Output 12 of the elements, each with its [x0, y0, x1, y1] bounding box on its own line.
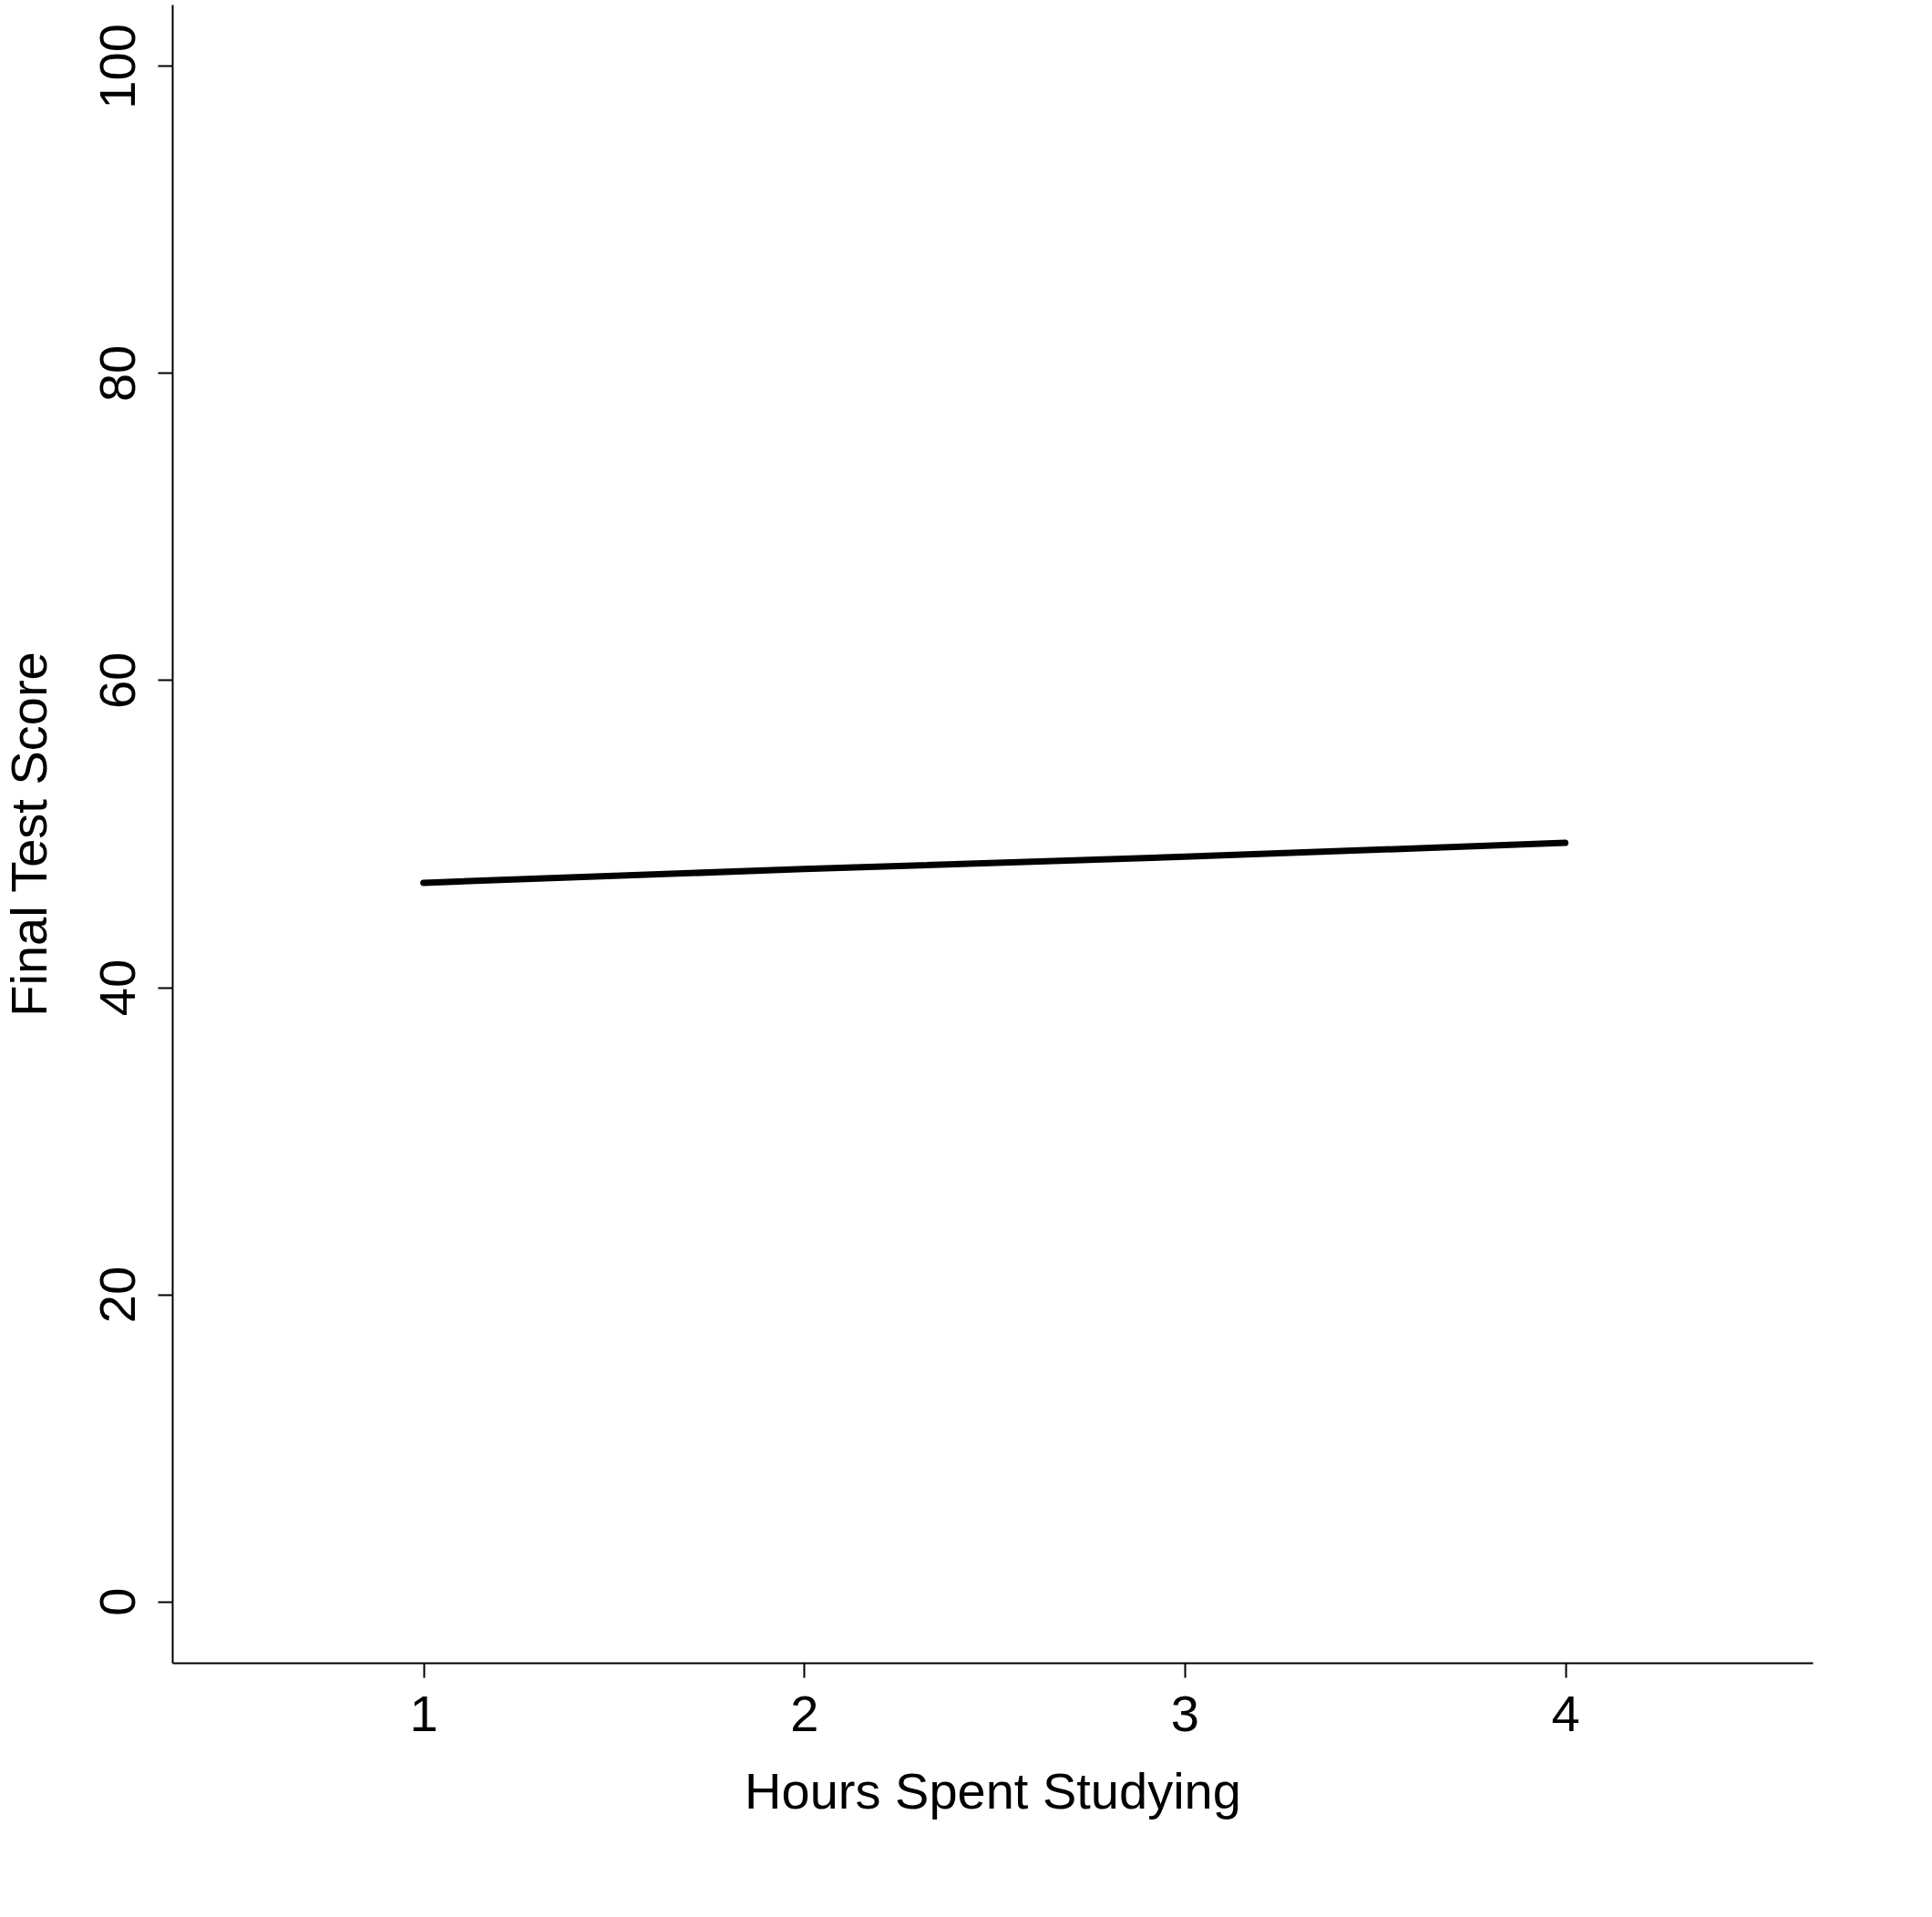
x-tick-label: 2 [790, 1684, 819, 1742]
y-tick-label: 60 [87, 651, 146, 710]
y-axis-title: Final Test Score [0, 651, 57, 1017]
x-axis-title: Hours Spent Studying [745, 1761, 1241, 1820]
y-tick-label: 40 [87, 958, 146, 1017]
x-tick-label: 3 [1170, 1684, 1199, 1742]
y-tick-label: 20 [87, 1266, 146, 1324]
y-tick-label: 100 [87, 24, 146, 109]
x-tick-label: 1 [409, 1684, 438, 1742]
y-tick-label: 80 [87, 344, 146, 403]
x-tick-label: 4 [1551, 1684, 1580, 1742]
y-tick-label: 0 [87, 1587, 146, 1616]
